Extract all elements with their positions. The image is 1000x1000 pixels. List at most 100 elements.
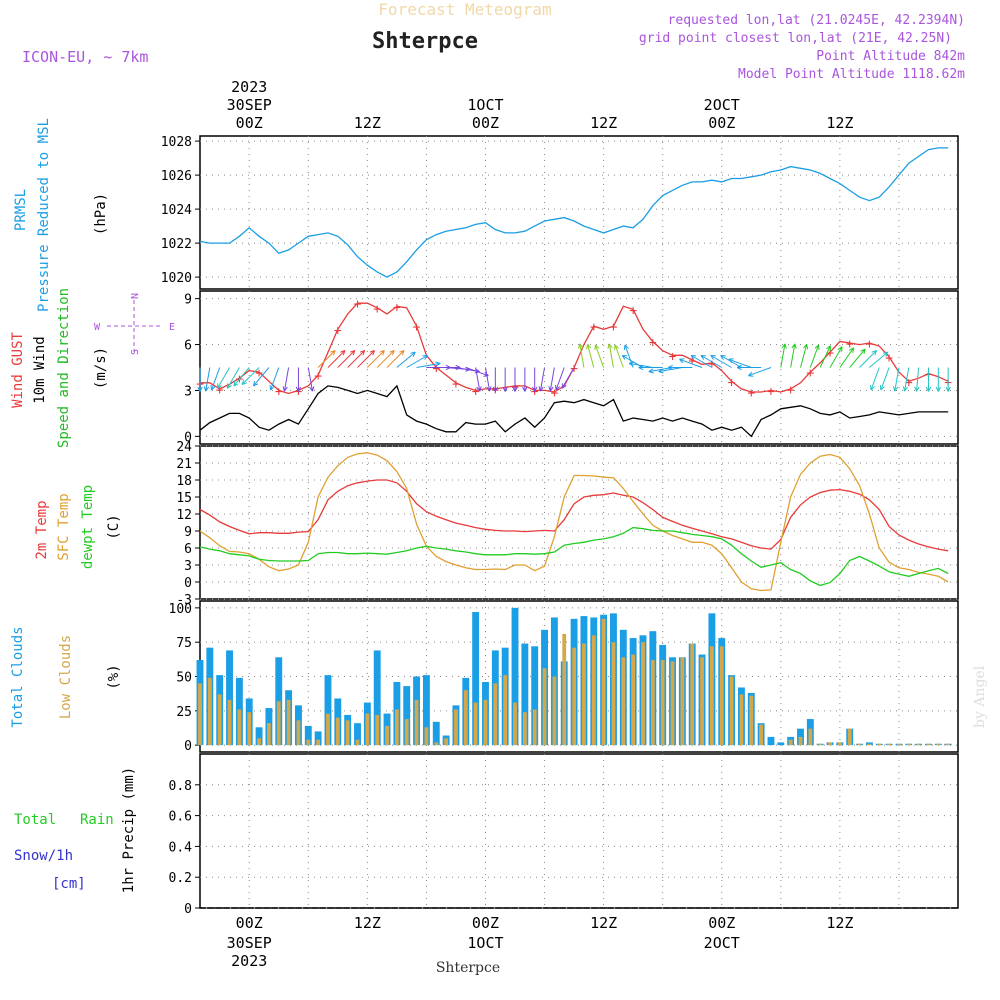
wind-arrow-shaft (386, 350, 405, 368)
wind-arrow-head (522, 386, 526, 392)
compass-e: E (169, 322, 175, 333)
wind-arrow-head (476, 386, 481, 392)
wind-arrow-shaft (561, 367, 575, 389)
wind-arrow-head (205, 386, 210, 392)
wind-arrow (555, 367, 565, 391)
bar-low-clouds (532, 709, 537, 746)
wind-arrow-shaft (700, 355, 722, 368)
wind-unit-label: (m/s) (93, 347, 109, 389)
bar-low-clouds (326, 713, 330, 746)
bottom-year-label: 2023 (231, 952, 267, 970)
bar-low-clouds (729, 676, 734, 746)
bar-low-clouds (513, 702, 517, 746)
wind-arrow-head (784, 343, 787, 349)
bar-low-clouds (207, 677, 212, 746)
wind-arrow (829, 346, 843, 368)
wind-arrow-head (748, 375, 754, 377)
wind-arrow-head (330, 350, 336, 353)
wind-arrow-head (638, 367, 644, 371)
y-tick-label: 0 (184, 430, 192, 445)
gust-point: + (885, 351, 893, 366)
wind-arrow-head (594, 344, 596, 350)
wind-arrow-head (227, 385, 232, 389)
bar-low-clouds (257, 738, 261, 746)
gust-point: + (393, 300, 401, 315)
wind-arrow-head (648, 368, 654, 373)
y-tick-label: 0.4 (169, 840, 193, 855)
wind-arrow (347, 350, 366, 368)
wind-arrow (317, 350, 336, 368)
series-line-2m-temp (199, 479, 949, 552)
wind-arrow (594, 344, 605, 368)
series-line-dewpt-temp (199, 526, 949, 587)
wind-arrow-head (548, 386, 551, 392)
bar-low-clouds (700, 657, 704, 746)
y-tick-label: 0.6 (169, 810, 192, 825)
wind-arrow (577, 343, 585, 368)
wind-arrow (849, 348, 866, 368)
wind-arrow-head (233, 380, 236, 387)
bar-total-clouds (531, 646, 539, 746)
wind-arrow-shaft (416, 362, 441, 368)
gust-point: + (295, 384, 303, 399)
point-altitude: Point Altitude 842m (816, 49, 965, 64)
wind-arrow (386, 350, 405, 368)
bar-low-clouds (473, 702, 478, 746)
wind-arrow-head (492, 386, 496, 392)
bar-low-clouds (522, 712, 527, 746)
compass-n: N (130, 293, 141, 299)
gust-point: + (373, 302, 381, 317)
gust-point: + (354, 297, 362, 312)
gust-point: + (472, 384, 480, 399)
wind-arrow (790, 343, 797, 368)
wind-arrow-head (860, 348, 866, 352)
wind-arrow-shaft (658, 367, 683, 373)
bar-low-clouds (916, 743, 921, 746)
bar-low-clouds (345, 720, 350, 746)
prmsl-unit-label: (hPa) (93, 193, 109, 235)
wind-arrow (879, 367, 890, 391)
wind-arrow-shaft (869, 351, 889, 368)
gust-point: + (275, 384, 283, 399)
wind-arrow-head (514, 386, 518, 392)
bar-total-clouds (255, 727, 263, 746)
wind-arrow (809, 344, 820, 368)
wind-panel: 0369++++++++++++++++++++++++++++++++++++… (184, 290, 959, 445)
bar-low-clouds (660, 660, 665, 746)
wind-arrow-head (937, 386, 941, 392)
wind-arrow (945, 367, 951, 392)
wind-arrow-shaft (549, 367, 555, 392)
wind-arrow-head (252, 380, 256, 387)
bar-low-clouds (788, 739, 793, 746)
y-tick-label: 21 (176, 457, 192, 472)
bar-low-clouds (493, 683, 498, 746)
gust-point: + (905, 375, 913, 390)
compass-rose: N S W E (94, 293, 175, 355)
bar-low-clouds (897, 743, 901, 746)
wind-arrow-head (904, 386, 908, 392)
wind-arrow (475, 367, 482, 392)
wind-arrow-head (483, 375, 489, 377)
gust-point: + (531, 384, 539, 399)
bar-low-clouds (316, 739, 321, 746)
wind-arrow-head (253, 383, 259, 387)
wind-arrow-head (852, 347, 855, 353)
wind-arrow-head (818, 344, 820, 350)
wind-arrow-shaft (233, 367, 250, 387)
wind-arrow (396, 351, 416, 368)
gust-point: + (452, 377, 460, 392)
wind-arrow-head (870, 385, 872, 391)
top-date-label: 30SEP (227, 96, 272, 114)
wind-arrow-shaft (555, 367, 565, 391)
wind-arrow (914, 367, 920, 392)
wind-arrow-head (925, 386, 929, 392)
bar-low-clouds (719, 646, 724, 746)
y-tick-label: 6 (184, 339, 192, 354)
gust-point: + (669, 349, 677, 364)
precip-labels: Total Rain Snow/1h [cm] 1hr Precip (mm) (14, 767, 137, 893)
bar-low-clouds (385, 725, 389, 746)
wind-arrow (376, 350, 395, 368)
temp-unit-label: (C) (106, 514, 122, 539)
bar-low-clouds (394, 709, 399, 746)
